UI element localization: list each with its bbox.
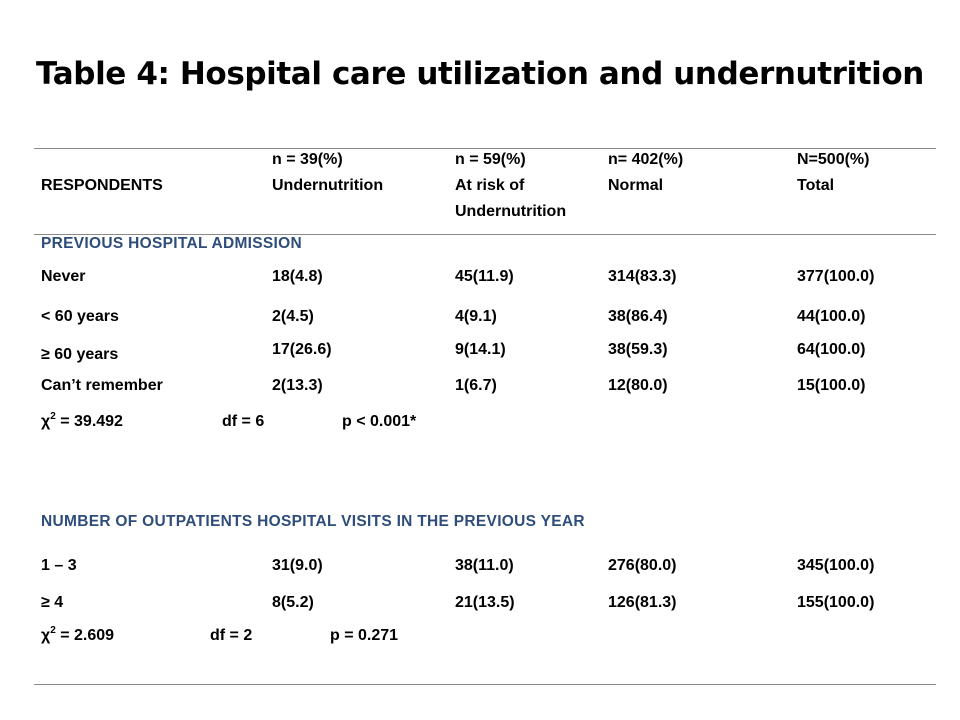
cell-undernutrition: 31(9.0) <box>272 557 323 574</box>
page-title: Table 4: Hospital care utilization and u… <box>36 56 924 92</box>
table-bottom-rule <box>34 684 936 685</box>
cell-at-risk: 45(11.9) <box>455 268 514 285</box>
cell-undernutrition: 2(13.3) <box>272 377 323 394</box>
chi-square-value: χ2 = 39.492 <box>41 410 123 430</box>
cell-normal: 276(80.0) <box>608 557 677 574</box>
header-total-n: N=500(%) <box>797 151 870 168</box>
header-at-risk-n: n = 59(%) <box>455 151 526 168</box>
row-label: Never <box>41 268 86 285</box>
cell-total: 15(100.0) <box>797 377 866 394</box>
row-label: 1 – 3 <box>41 557 77 574</box>
cell-at-risk: 4(9.1) <box>455 308 497 325</box>
cell-at-risk: 38(11.0) <box>455 557 514 574</box>
degrees-of-freedom: df = 6 <box>222 413 265 430</box>
header-undernutrition-n: n = 39(%) <box>272 151 343 168</box>
header-normal-label: Normal <box>608 177 664 194</box>
row-label: ≥ 60 years <box>41 346 119 363</box>
chi-square-value: χ2 = 2.609 <box>41 624 115 644</box>
cell-at-risk: 9(14.1) <box>455 341 506 358</box>
cell-total: 155(100.0) <box>797 594 875 611</box>
header-at-risk-label-1: At risk of <box>455 177 525 194</box>
header-at-risk-label-2: Undernutrition <box>455 203 567 220</box>
cell-undernutrition: 18(4.8) <box>272 268 323 285</box>
degrees-of-freedom: df = 2 <box>210 627 253 644</box>
cell-normal: 12(80.0) <box>608 377 668 394</box>
cell-undernutrition: 8(5.2) <box>272 594 314 611</box>
cell-normal: 38(86.4) <box>608 308 668 325</box>
cell-normal: 126(81.3) <box>608 594 677 611</box>
cell-at-risk: 21(13.5) <box>455 594 515 611</box>
p-value: p < 0.001* <box>342 413 417 430</box>
header-bottom-rule <box>34 234 936 235</box>
cell-normal: 38(59.3) <box>608 341 668 358</box>
cell-undernutrition: 17(26.6) <box>272 341 332 358</box>
cell-total: 345(100.0) <box>797 557 875 574</box>
header-respondents: RESPONDENTS <box>41 177 163 194</box>
section-previous-admission-title: PREVIOUS HOSPITAL ADMISSION <box>41 235 303 252</box>
row-label: Can’t remember <box>41 377 163 394</box>
header-normal-n: n= 402(%) <box>608 151 684 168</box>
cell-total: 44(100.0) <box>797 308 866 325</box>
cell-normal: 314(83.3) <box>608 268 677 285</box>
row-label: < 60 years <box>41 308 119 325</box>
cell-total: 64(100.0) <box>797 341 866 358</box>
row-label: ≥ 4 <box>41 594 64 611</box>
p-value: p = 0.271 <box>330 627 399 644</box>
table-top-rule <box>34 148 936 149</box>
cell-total: 377(100.0) <box>797 268 875 285</box>
section-outpatient-visits-title: NUMBER OF OUTPATIENTS HOSPITAL VISITS IN… <box>41 513 585 530</box>
cell-undernutrition: 2(4.5) <box>272 308 314 325</box>
cell-at-risk: 1(6.7) <box>455 377 497 394</box>
header-total-label: Total <box>797 177 835 194</box>
header-undernutrition-label: Undernutrition <box>272 177 384 194</box>
